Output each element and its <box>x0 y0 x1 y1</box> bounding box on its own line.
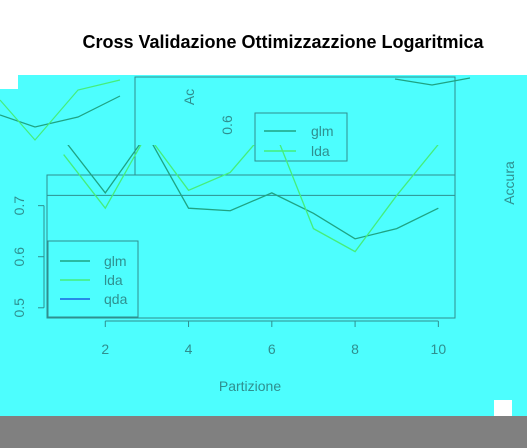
series-layer <box>63 145 439 253</box>
ghost-legend-box <box>254 112 348 162</box>
x-axis-label: Partizione <box>219 378 281 394</box>
ghost-line-glm <box>0 95 121 128</box>
x-tick-label: 8 <box>351 341 359 357</box>
y-axis: 0.5 0.6 0.7 <box>11 196 45 318</box>
legend: glm lda qda <box>47 240 139 318</box>
series-line-lda <box>63 145 439 253</box>
corner-gap <box>0 75 18 89</box>
plot-area <box>46 174 456 319</box>
y-axis-label: Accura <box>501 161 517 205</box>
x-tick-label: 6 <box>268 341 276 357</box>
footer-strip <box>0 416 527 448</box>
legend-box <box>47 240 139 318</box>
ghost-y-tick: 0.6 <box>219 115 235 135</box>
legend-label-qda: qda <box>104 291 128 307</box>
ghost-line-lda <box>0 79 121 141</box>
y-tick-label: 0.7 <box>11 196 27 216</box>
y-tick-label: 0.6 <box>11 247 27 267</box>
x-axis: 2 4 6 8 10 <box>101 320 447 357</box>
ghost-legend-lda: lda <box>311 143 330 159</box>
x-tick-label: 10 <box>431 341 447 357</box>
x-tick-label: 4 <box>185 341 193 357</box>
ghost-line-right <box>394 77 471 86</box>
ghost-legend-glm: glm <box>311 123 334 139</box>
x-tick-label: 2 <box>101 341 109 357</box>
legend-label-glm: glm <box>104 253 127 269</box>
ghost-y-label: Ac <box>181 89 197 105</box>
chart-title: Cross Validazione Ottimizzazzione Logari… <box>82 32 484 52</box>
series-line-glm <box>67 145 439 240</box>
ghost-plot-layer: Ac 0.6 glm lda <box>0 76 471 176</box>
legend-label-lda: lda <box>104 272 123 288</box>
corner-gap-bottom <box>494 400 512 416</box>
y-tick-label: 0.5 <box>11 298 27 318</box>
